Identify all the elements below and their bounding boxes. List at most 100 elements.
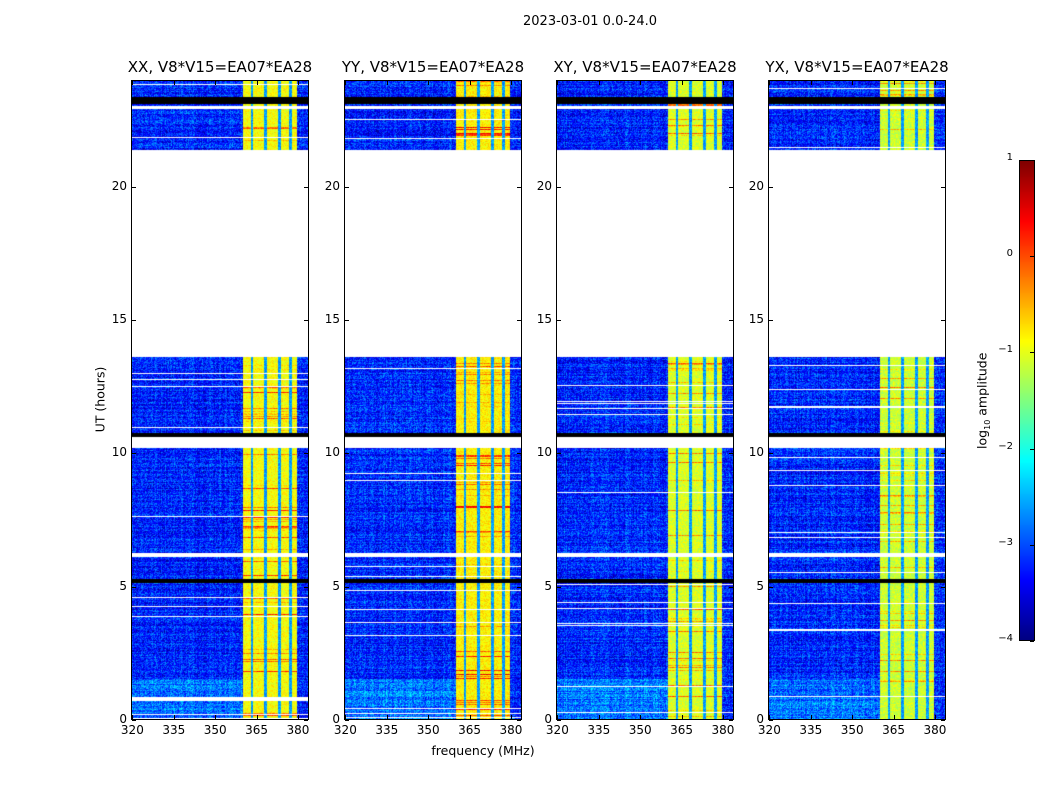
panel-title: XX, V8*V15=EA07*EA28 — [127, 58, 313, 76]
colorbar-tick-label: 1 — [1006, 152, 1013, 163]
y-tick — [769, 586, 773, 588]
x-tick-label: 335 — [587, 723, 611, 737]
y-tick — [557, 320, 561, 321]
y-tick — [557, 453, 561, 455]
colorbar-tick — [1030, 641, 1034, 642]
colorbar-tick-label: −1 — [998, 344, 1013, 356]
y-tick — [557, 186, 561, 188]
x-tick-label: 365 — [670, 723, 694, 737]
colorbar-tick-label: 0 — [1006, 248, 1013, 260]
x-tick-label: 380 — [923, 723, 947, 737]
y-tick-right — [517, 320, 521, 321]
x-tick-label: 320 — [333, 723, 357, 737]
x-tick — [681, 715, 683, 719]
colorbar-tick — [1030, 544, 1034, 546]
y-tick-label: 0 — [119, 712, 127, 726]
colorbar-tick — [1030, 256, 1034, 258]
x-tick-top — [681, 81, 683, 85]
y-tick-right — [517, 720, 521, 721]
y-tick-label: 15 — [324, 312, 340, 326]
y-tick-right — [729, 453, 733, 455]
colorbar-tick — [1030, 352, 1034, 354]
x-tick-top — [297, 81, 299, 85]
x-tick-top — [428, 81, 430, 85]
x-tick-top — [510, 81, 512, 85]
x-tick — [132, 715, 134, 719]
y-tick-label: 5 — [119, 578, 127, 593]
y-tick-label: 5 — [332, 578, 340, 593]
x-tick-top — [810, 81, 812, 85]
x-tick-top — [598, 81, 600, 85]
x-tick-top — [852, 81, 854, 85]
y-tick-label: 20 — [536, 178, 552, 193]
y-tick-right — [729, 586, 733, 588]
colorbar-tick — [1030, 160, 1034, 161]
x-tick — [510, 715, 512, 719]
y-tick — [345, 186, 349, 188]
x-tick-top — [640, 81, 642, 85]
x-tick — [386, 715, 388, 719]
x-tick-top — [769, 81, 771, 85]
y-tick — [769, 720, 773, 721]
x-tick — [173, 715, 175, 719]
colorbar-tick-label: −3 — [998, 536, 1013, 548]
colorbar-label-sub: 10 — [982, 419, 992, 430]
y-tick-right — [941, 320, 945, 321]
colorbar — [1019, 160, 1035, 641]
x-tick-label: 380 — [499, 723, 523, 737]
x-tick — [215, 715, 217, 719]
y-tick-label: 10 — [111, 445, 127, 460]
x-tick-label: 320 — [757, 723, 781, 737]
x-tick-label: 365 — [245, 723, 269, 737]
y-tick — [132, 720, 136, 721]
x-tick-label: 335 — [799, 723, 823, 737]
panel-title: XY, V8*V15=EA07*EA28 — [553, 58, 737, 76]
y-tick — [132, 453, 136, 455]
x-tick — [598, 715, 600, 719]
x-tick-top — [893, 81, 895, 85]
y-tick-right — [941, 453, 945, 455]
spectrogram-panel — [556, 80, 734, 720]
panel-title: YX, V8*V15=EA07*EA28 — [765, 58, 949, 76]
y-tick-right — [304, 720, 308, 721]
y-tick — [132, 186, 136, 188]
x-tick-top — [557, 81, 559, 85]
x-tick — [469, 715, 471, 719]
y-tick-label: 20 — [111, 178, 127, 193]
x-tick-label: 350 — [416, 723, 440, 737]
y-tick-label: 20 — [324, 178, 340, 193]
x-tick — [256, 715, 258, 719]
spectrogram-image — [345, 81, 521, 719]
y-axis-label: UT (hours) — [92, 366, 108, 433]
x-tick-label: 350 — [628, 723, 652, 737]
x-tick-label: 365 — [458, 723, 482, 737]
colorbar-label-rest: amplitude — [974, 352, 990, 420]
x-tick-label: 350 — [840, 723, 864, 737]
colorbar-tick-label: −4 — [998, 633, 1013, 644]
x-tick — [297, 715, 299, 719]
x-tick-label: 380 — [711, 723, 735, 737]
y-tick-label: 5 — [544, 578, 552, 593]
x-tick — [934, 715, 936, 719]
y-tick-right — [729, 720, 733, 721]
y-tick — [345, 586, 349, 588]
y-tick-right — [729, 186, 733, 188]
y-tick — [769, 186, 773, 188]
y-tick — [345, 320, 349, 321]
colorbar-tick — [1030, 448, 1034, 450]
x-tick-top — [934, 81, 936, 85]
spectrogram-panel — [131, 80, 309, 720]
x-tick — [428, 715, 430, 719]
spectrogram-image — [769, 81, 945, 719]
x-tick — [810, 715, 812, 719]
y-tick — [345, 453, 349, 455]
x-tick — [557, 715, 559, 719]
y-tick-label: 15 — [111, 312, 127, 326]
y-tick — [769, 453, 773, 455]
y-tick-label: 20 — [748, 178, 764, 193]
y-tick — [557, 720, 561, 721]
y-tick-right — [941, 720, 945, 721]
y-tick — [557, 586, 561, 588]
x-tick-label: 320 — [545, 723, 569, 737]
